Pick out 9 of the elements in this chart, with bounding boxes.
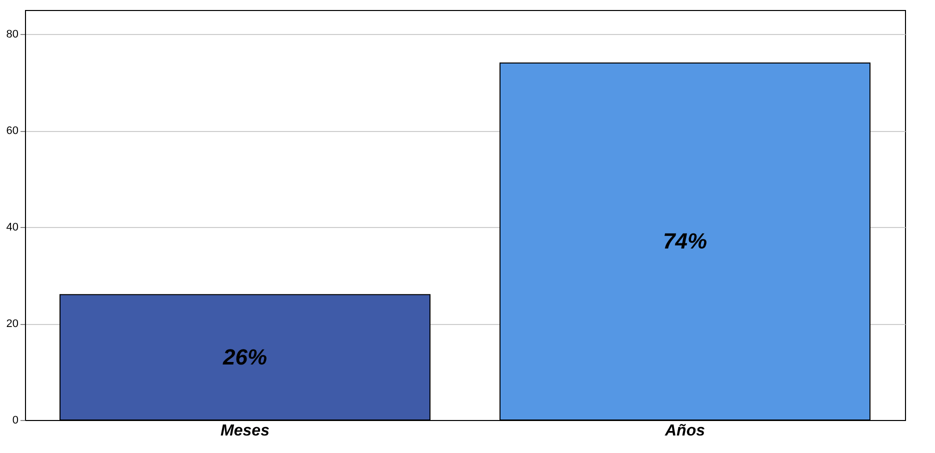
x-tick-label: Meses bbox=[220, 422, 270, 440]
data-label: 74% bbox=[662, 228, 708, 254]
y-tick-label: 0 bbox=[12, 414, 18, 426]
y-tick-label: 80 bbox=[6, 28, 18, 41]
y-tick-label: 40 bbox=[6, 222, 18, 234]
x-tick-label: Años bbox=[664, 422, 706, 440]
y-tick-label: 60 bbox=[6, 125, 18, 138]
y-tick-label: 20 bbox=[6, 318, 18, 330]
data-label: 26% bbox=[222, 344, 268, 370]
